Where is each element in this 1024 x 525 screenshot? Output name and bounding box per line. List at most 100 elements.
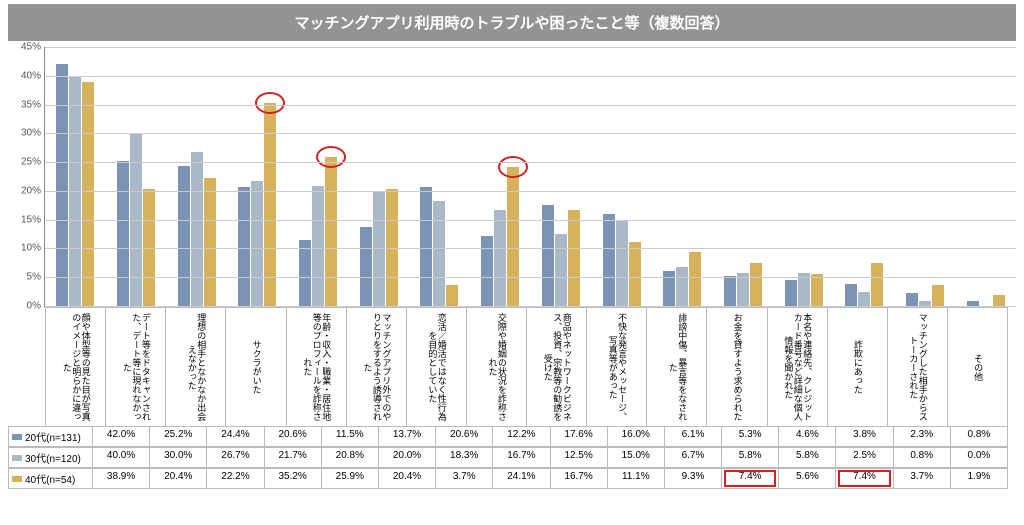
table-row: 40代(n=54)38.9%20.4%22.2%35.2%25.9%20.4%3… <box>8 468 1008 489</box>
data-cell: 0.0% <box>950 448 1008 467</box>
category-label: 交際や婚姻の状況を詐称された <box>466 308 526 426</box>
data-cell: 20.4% <box>378 469 435 488</box>
bar <box>603 214 615 306</box>
data-cell: 3.7% <box>893 469 950 488</box>
data-cell: 7.4% <box>721 469 778 488</box>
bar <box>663 271 675 306</box>
bar <box>204 178 216 306</box>
data-table: 顔や体型等の見た目が写真のイメージと明らかに違ったデート等をドタキャンされた、デ… <box>8 307 1016 489</box>
gridline <box>45 76 1016 77</box>
data-cell: 5.6% <box>778 469 835 488</box>
bar <box>555 234 567 306</box>
data-cell: 20.6% <box>264 427 321 446</box>
data-cell: 11.1% <box>607 469 664 488</box>
data-cell: 5.3% <box>721 427 778 446</box>
bar <box>616 220 628 306</box>
gridline <box>45 277 1016 278</box>
y-tick-label: 10% <box>13 243 41 254</box>
data-rows: 20代(n=131)42.0%25.2%24.4%20.6%11.5%13.7%… <box>8 426 1016 489</box>
bar-groups <box>45 47 1016 306</box>
gridline <box>45 248 1016 249</box>
bar <box>494 210 506 306</box>
bar <box>238 187 250 306</box>
bar-group <box>409 47 470 306</box>
bar <box>312 186 324 306</box>
table-row: 30代(n=120)40.0%30.0%26.7%21.7%20.8%20.0%… <box>8 447 1008 468</box>
gridline <box>45 133 1016 134</box>
bar-group <box>288 47 349 306</box>
bar <box>117 161 129 306</box>
bar <box>481 236 493 306</box>
category-label: 誹謗中傷、暴言等をなされた <box>646 308 706 426</box>
data-cell: 25.9% <box>321 469 378 488</box>
bar-group <box>45 47 106 306</box>
data-cell: 16.7% <box>492 448 549 467</box>
data-cell: 5.8% <box>778 448 835 467</box>
data-cell: 2.5% <box>835 448 892 467</box>
data-cell: 4.6% <box>778 427 835 446</box>
data-cell: 20.0% <box>378 448 435 467</box>
bar <box>82 82 94 306</box>
bar-group <box>227 47 288 306</box>
category-label: マッチングアプリ外でのやりとりをするよう誘導された <box>346 308 406 426</box>
bar <box>858 292 870 306</box>
bar <box>143 189 155 306</box>
gridline <box>45 306 1016 307</box>
bar <box>360 227 372 306</box>
data-cell: 15.0% <box>607 448 664 467</box>
data-cell: 20.6% <box>435 427 492 446</box>
category-labels-row: 顔や体型等の見た目が写真のイメージと明らかに違ったデート等をドタキャンされた、デ… <box>44 307 1008 426</box>
data-cell: 0.8% <box>950 427 1008 446</box>
bar <box>906 293 918 306</box>
category-label: 商品やネットワークビジネス、投資、宗教等の勧誘を受けた <box>526 308 586 426</box>
bar <box>871 263 883 306</box>
legend-swatch <box>12 434 22 440</box>
category-label: サクラがいた <box>225 308 285 426</box>
bar-group <box>955 47 1016 306</box>
bar-group <box>834 47 895 306</box>
gridline <box>45 105 1016 106</box>
bar <box>724 276 736 307</box>
data-cell: 35.2% <box>264 469 321 488</box>
bar <box>750 263 762 306</box>
bar <box>676 267 688 306</box>
bar <box>568 210 580 306</box>
y-tick-label: 25% <box>13 157 41 168</box>
legend-swatch <box>12 476 22 482</box>
bar <box>433 201 445 306</box>
category-label: 不快な発言やメッセージ、写真等があった <box>586 308 646 426</box>
row-cells: 40.0%30.0%26.7%21.7%20.8%20.0%18.3%16.7%… <box>44 448 1008 467</box>
gridline <box>45 47 1016 48</box>
category-label: その他 <box>947 308 1008 426</box>
y-tick-label: 45% <box>13 42 41 53</box>
chart-title: マッチングアプリ利用時のトラブルや困ったこと等（複数回答） <box>8 4 1016 41</box>
data-cell: 3.8% <box>835 427 892 446</box>
bar <box>811 274 823 306</box>
data-cell: 24.1% <box>492 469 549 488</box>
data-cell: 6.1% <box>664 427 721 446</box>
bar-group <box>348 47 409 306</box>
data-cell: 1.9% <box>950 469 1008 488</box>
bar <box>178 166 190 306</box>
y-tick-label: 5% <box>13 272 41 283</box>
gridline <box>45 220 1016 221</box>
data-cell: 3.7% <box>435 469 492 488</box>
data-cell: 17.6% <box>550 427 607 446</box>
bar-group <box>470 47 531 306</box>
bar <box>191 152 203 306</box>
data-cell: 20.8% <box>321 448 378 467</box>
y-tick-label: 15% <box>13 214 41 225</box>
bar-group <box>773 47 834 306</box>
data-cell: 12.2% <box>492 427 549 446</box>
bar <box>251 181 263 306</box>
data-cell: 24.4% <box>206 427 263 446</box>
category-label: 理想の相手となかなか出会えなかった <box>165 308 225 426</box>
bar <box>629 242 641 306</box>
bar <box>932 285 944 306</box>
data-cell: 6.7% <box>664 448 721 467</box>
bar-group <box>652 47 713 306</box>
category-label: デート等をドタキャンされた、デート等に現れなかった <box>105 308 165 426</box>
bar <box>785 280 797 306</box>
data-cell: 18.3% <box>435 448 492 467</box>
y-tick-label: 0% <box>13 301 41 312</box>
